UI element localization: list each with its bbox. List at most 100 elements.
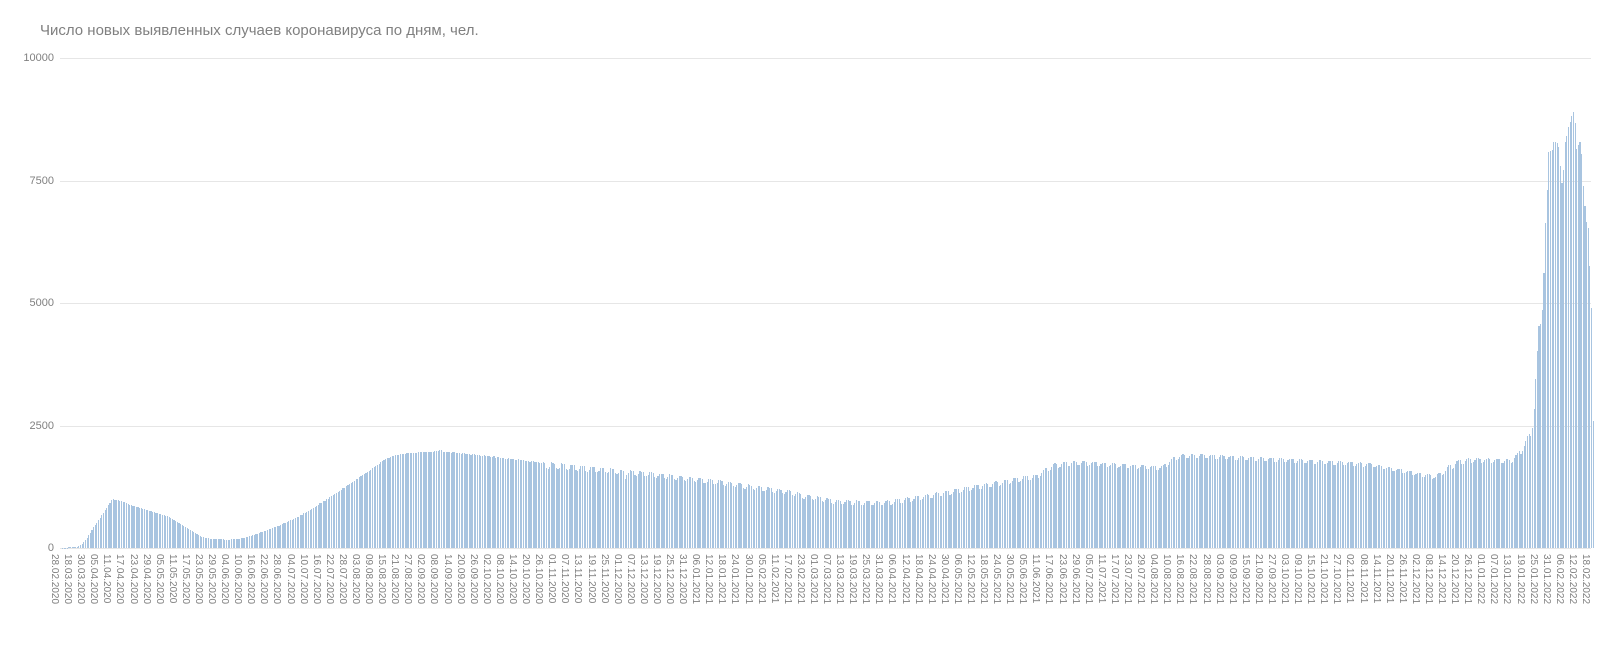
x-tick-label: 27.08.2020 — [402, 554, 413, 604]
x-tick-label: 10.06.2020 — [232, 554, 243, 604]
x-tick-label: 13.12.2020 — [638, 554, 649, 604]
x-tick-label: 26.12.2021 — [1462, 554, 1473, 604]
x-tick-label: 14.10.2020 — [507, 554, 518, 604]
x-tick-label: 19.11.2020 — [586, 554, 597, 603]
x-tick-label: 30.04.2021 — [939, 554, 950, 604]
x-tick-label: 05.06.2021 — [1017, 554, 1028, 604]
x-tick-label: 03.10.2021 — [1279, 554, 1290, 604]
x-tick-label: 24.01.2021 — [729, 554, 740, 604]
x-tick-label: 04.06.2020 — [219, 554, 230, 604]
x-tick-label: 17.06.2021 — [1043, 554, 1054, 604]
x-tick-label: 13.03.2021 — [834, 554, 845, 604]
x-tick-label: 12.04.2021 — [900, 554, 911, 604]
x-tick-label: 09.09.2021 — [1227, 554, 1238, 604]
y-tick-label: 10000 — [23, 52, 60, 64]
bar[interactable] — [1593, 421, 1594, 548]
x-tick-label: 29.05.2020 — [206, 554, 217, 604]
bars-layer — [60, 58, 1591, 548]
x-tick-label: 18.03.2020 — [62, 554, 73, 604]
x-tick-label: 16.06.2020 — [245, 554, 256, 604]
x-tick-label: 19.01.2022 — [1515, 554, 1526, 604]
x-tick-label: 25.01.2022 — [1528, 554, 1539, 604]
x-tick-label: 23.04.2020 — [128, 554, 139, 604]
x-tick-label: 14.12.2021 — [1436, 554, 1447, 604]
x-tick-label: 15.10.2021 — [1305, 554, 1316, 604]
x-tick-label: 23.07.2021 — [1122, 554, 1133, 604]
x-tick-label: 02.10.2020 — [481, 554, 492, 604]
x-tick-label: 14.09.2020 — [442, 554, 453, 604]
x-tick-label: 07.12.2020 — [625, 554, 636, 604]
x-tick-label: 19.03.2021 — [847, 554, 858, 604]
x-tick-label: 20.12.2021 — [1449, 554, 1460, 604]
x-tick-label: 15.09.2021 — [1240, 554, 1251, 604]
x-tick-label: 01.12.2020 — [612, 554, 623, 604]
x-tick-label: 11.02.2021 — [769, 554, 780, 603]
x-tick-label: 23.02.2021 — [795, 554, 806, 604]
x-tick-label: 30.05.2021 — [1004, 554, 1015, 604]
y-tick-label: 7500 — [30, 175, 60, 187]
x-tick-label: 28.08.2021 — [1201, 554, 1212, 604]
x-tick-label: 28.07.2020 — [337, 554, 348, 604]
x-tick-label: 05.04.2020 — [88, 554, 99, 604]
x-tick-label: 06.05.2021 — [952, 554, 963, 604]
x-tick-label: 24.05.2021 — [991, 554, 1002, 604]
x-tick-label: 30.01.2021 — [743, 554, 754, 604]
x-tick-label: 05.05.2020 — [154, 554, 165, 604]
x-tick-label: 09.08.2020 — [363, 554, 374, 604]
x-tick-label: 08.12.2021 — [1423, 554, 1434, 604]
x-tick-label: 21.09.2021 — [1253, 554, 1264, 604]
x-tick-label: 02.09.2020 — [415, 554, 426, 604]
x-tick-label: 18.05.2021 — [978, 554, 989, 604]
x-tick-label: 03.09.2021 — [1214, 554, 1225, 604]
x-tick-label: 17.07.2021 — [1109, 554, 1120, 604]
x-tick-label: 08.09.2020 — [428, 554, 439, 604]
x-tick-label: 20.10.2020 — [520, 554, 531, 604]
x-tick-label: 29.07.2021 — [1135, 554, 1146, 604]
x-tick-label: 25.11.2020 — [599, 554, 610, 603]
x-tick-label: 28.06.2020 — [271, 554, 282, 604]
y-tick-label: 2500 — [30, 420, 60, 432]
plot-area: 025005000750010000 — [60, 58, 1591, 548]
x-tick-label: 05.02.2021 — [756, 554, 767, 604]
x-tick-label: 12.01.2021 — [703, 554, 714, 604]
x-tick-label: 01.11.2020 — [546, 554, 557, 603]
chart-container: Число новых выявленных случаев коронавир… — [0, 0, 1603, 651]
x-tick-label: 31.01.2022 — [1541, 554, 1552, 604]
x-tick-label: 26.11.2021 — [1397, 554, 1408, 603]
x-tick-label: 30.03.2020 — [75, 554, 86, 604]
x-tick-label: 28.02.2020 — [49, 554, 60, 604]
x-tick-label: 10.08.2021 — [1161, 554, 1172, 604]
x-tick-label: 18.04.2021 — [913, 554, 924, 604]
x-tick-label: 13.01.2022 — [1501, 554, 1512, 604]
x-tick-label: 25.03.2021 — [860, 554, 871, 604]
x-tick-label: 11.04.2020 — [101, 554, 112, 603]
x-tick-label: 26.09.2020 — [468, 554, 479, 604]
x-tick-label: 31.03.2021 — [873, 554, 884, 604]
x-tick-label: 12.02.2022 — [1567, 554, 1578, 604]
x-tick-label: 19.12.2020 — [651, 554, 662, 604]
x-tick-label: 13.11.2020 — [572, 554, 583, 603]
x-tick-label: 07.11.2020 — [559, 554, 570, 603]
x-tick-label: 18.01.2021 — [716, 554, 727, 604]
x-tick-label: 07.01.2022 — [1488, 554, 1499, 604]
x-tick-label: 06.04.2021 — [886, 554, 897, 604]
x-tick-label: 01.01.2022 — [1475, 554, 1486, 604]
x-tick-label: 11.06.2021 — [1030, 554, 1041, 603]
x-tick-label: 01.03.2021 — [808, 554, 819, 604]
x-tick-label: 04.07.2020 — [285, 554, 296, 604]
x-tick-label: 04.08.2021 — [1148, 554, 1159, 604]
x-tick-label: 21.08.2020 — [389, 554, 400, 604]
x-tick-label: 02.11.2021 — [1344, 554, 1355, 603]
x-tick-label: 23.05.2020 — [193, 554, 204, 604]
y-tick-label: 0 — [48, 542, 60, 554]
x-tick-label: 15.08.2020 — [376, 554, 387, 604]
x-tick-label: 22.06.2020 — [258, 554, 269, 604]
x-tick-label: 31.12.2020 — [677, 554, 688, 604]
x-tick-label: 14.11.2021 — [1371, 554, 1382, 603]
gridline — [60, 548, 1591, 549]
x-tick-label: 20.11.2021 — [1384, 554, 1395, 603]
bar-slot — [1592, 58, 1594, 548]
x-tick-label: 08.11.2021 — [1358, 554, 1369, 603]
x-tick-label: 17.04.2020 — [114, 554, 125, 604]
x-tick-label: 11.05.2020 — [167, 554, 178, 603]
